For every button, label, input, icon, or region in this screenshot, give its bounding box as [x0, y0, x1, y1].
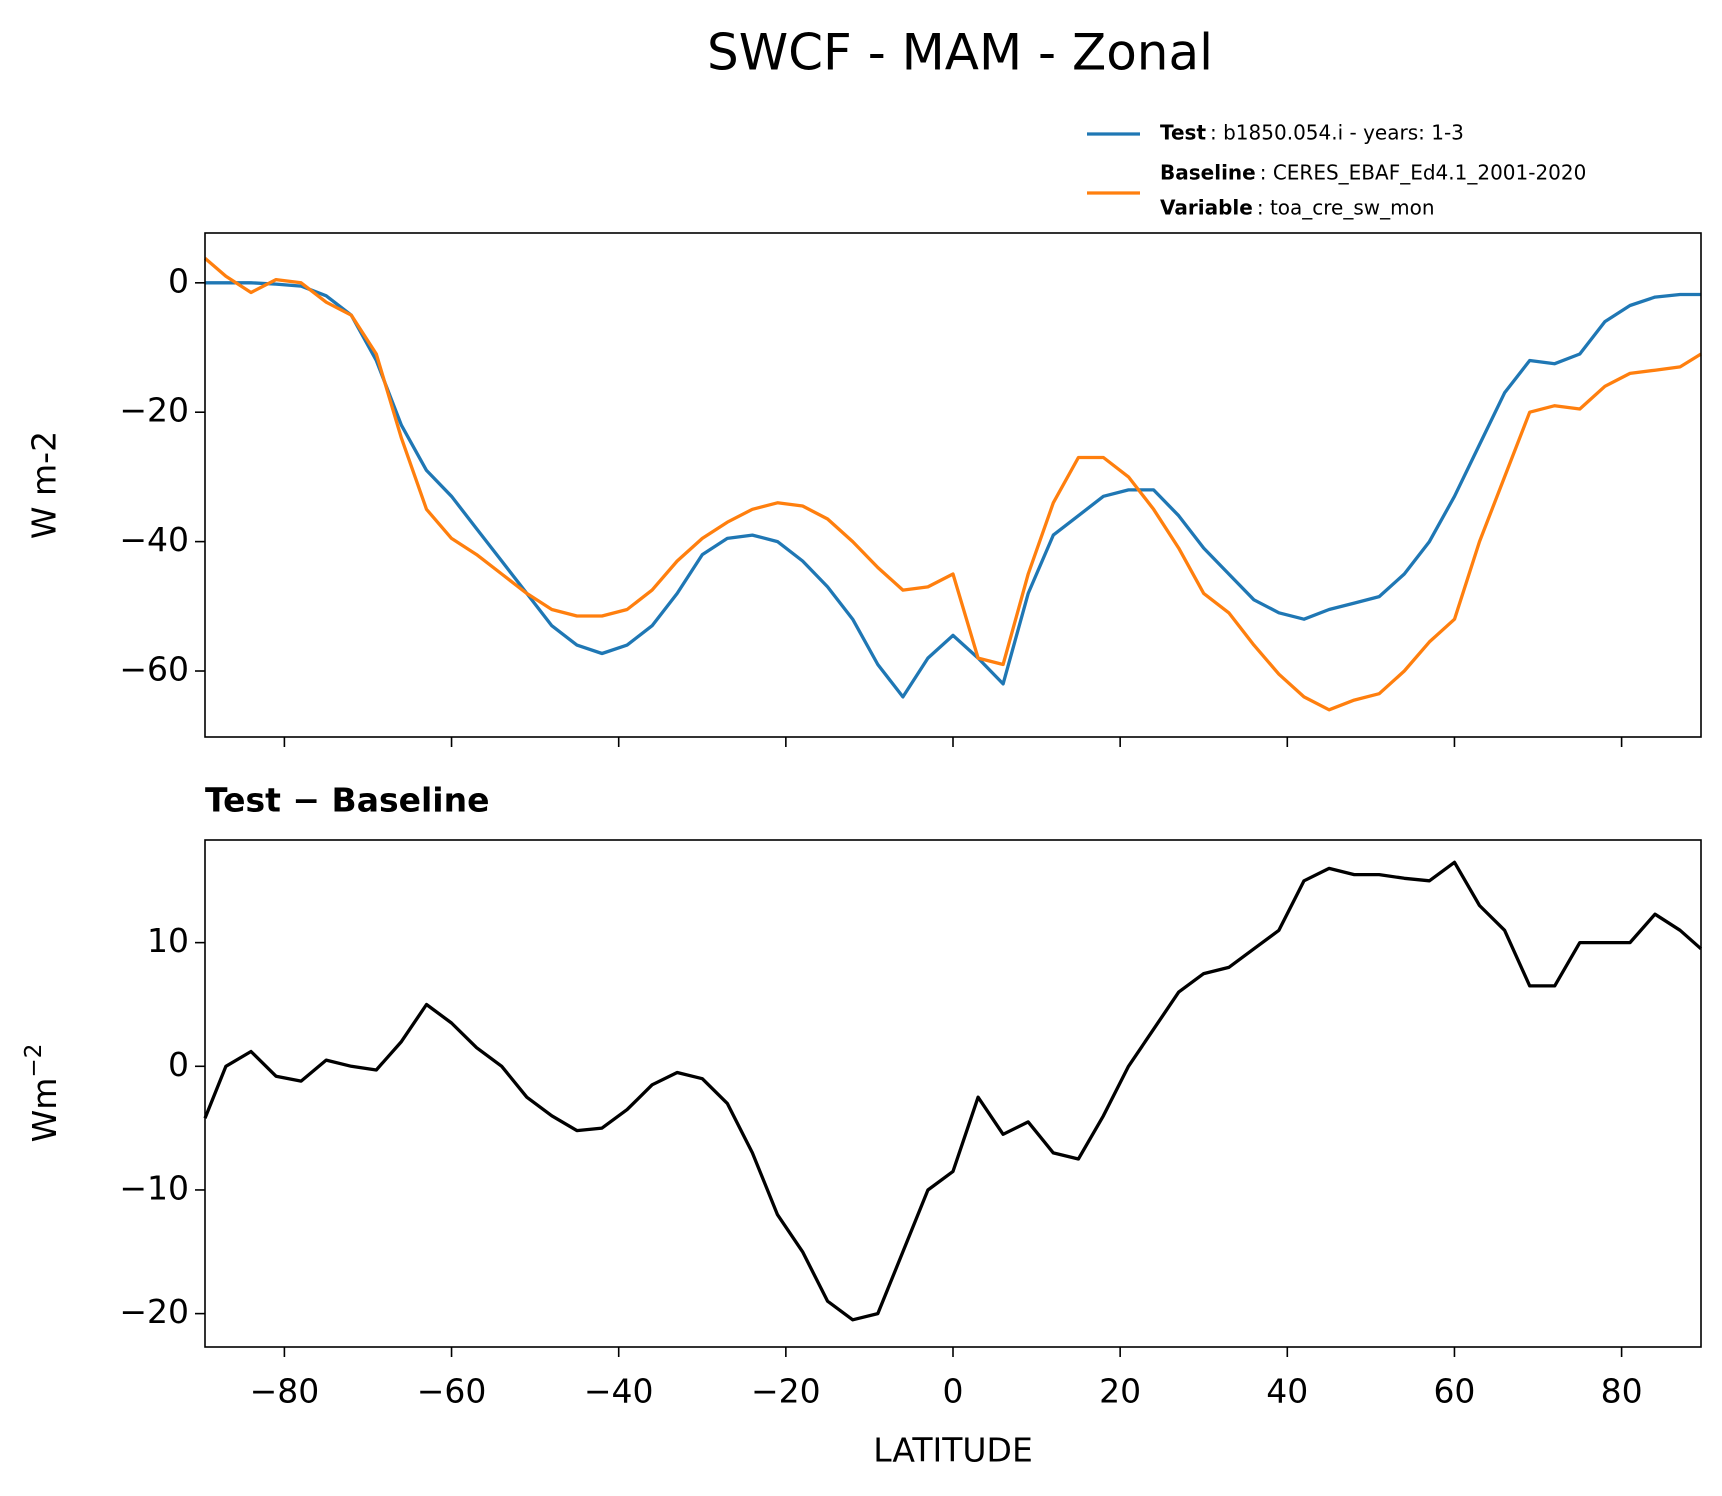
legend-text: : b1850.054.i - years: 1-3 — [1210, 121, 1464, 145]
y-tick-label: 0 — [168, 261, 189, 300]
series-line — [203, 860, 1703, 1322]
subplot-title: Test − Baseline — [205, 781, 490, 820]
x-tick-label: 60 — [1433, 1372, 1475, 1411]
legend-text: : CERES_EBAF_Ed4.1_2001-2020 — [1260, 161, 1587, 185]
x-tick-label: 40 — [1266, 1372, 1308, 1411]
x-tick-label: −80 — [250, 1372, 320, 1411]
series-line — [203, 256, 1702, 712]
y-axis-label-sup: −2 — [21, 1044, 47, 1078]
x-tick-label: 80 — [1601, 1372, 1643, 1411]
x-tick-label: −60 — [417, 1372, 487, 1411]
y-tick-label: −60 — [119, 650, 189, 689]
y-tick-label: 10 — [147, 921, 189, 960]
axes-frame — [204, 839, 1702, 1348]
y-axis-label: Wm−2 — [21, 1044, 64, 1143]
y-tick-label: −10 — [119, 1168, 189, 1207]
y-axis-label-base: Wm — [25, 1078, 64, 1143]
y-axis-label: W m-2 — [25, 431, 64, 539]
y-tick-label: 0 — [168, 1045, 189, 1084]
legend-label: Variable — [1160, 196, 1253, 220]
x-tick-label: 0 — [943, 1372, 964, 1411]
y-tick-label: −20 — [119, 1292, 189, 1331]
x-tick-label: −20 — [751, 1372, 821, 1411]
axes-frame — [204, 232, 1702, 738]
x-axis-label: LATITUDE — [873, 1431, 1033, 1470]
legend-text: : toa_cre_sw_mon — [1257, 196, 1435, 220]
legend-label: Test — [1160, 121, 1206, 145]
x-tick-label: 20 — [1099, 1372, 1141, 1411]
y-tick-label: −40 — [119, 520, 189, 559]
x-tick-label: −40 — [584, 1372, 654, 1411]
series-line — [205, 281, 1701, 699]
legend-label: Baseline — [1160, 161, 1256, 185]
y-tick-label: −20 — [119, 391, 189, 430]
figure-title: SWCF - MAM - Zonal — [707, 24, 1213, 82]
